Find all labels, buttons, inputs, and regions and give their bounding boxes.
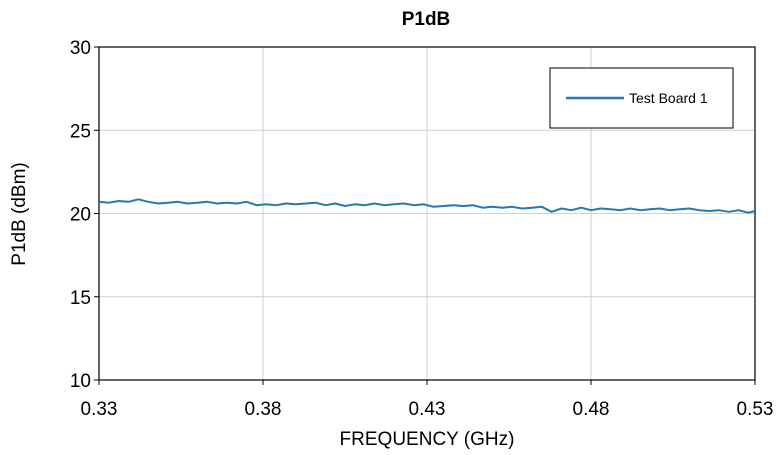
y-tick-label: 20 — [70, 205, 91, 226]
x-tick-label: 0.48 — [573, 399, 610, 420]
series-layer — [98, 198, 756, 214]
legend: Test Board 1 — [549, 67, 734, 129]
x-axis-label: FREQUENCY (GHz) — [340, 429, 515, 450]
y-axis-label: P1dB (dBm) — [9, 162, 30, 265]
x-tick-label: 0.38 — [245, 399, 282, 420]
y-tick-label: 15 — [70, 288, 91, 309]
y-tick-label: 30 — [70, 38, 91, 59]
x-axis-ticks: 0.33 0.38 0.43 0.48 0.53 — [81, 380, 774, 420]
x-tick-label: 0.33 — [81, 399, 118, 420]
y-tick-label: 25 — [70, 121, 91, 142]
series-line-test-board-1 — [98, 198, 756, 214]
x-tick-label: 0.43 — [409, 399, 446, 420]
x-tick-label: 0.53 — [737, 399, 774, 420]
y-tick-label: 10 — [70, 371, 91, 392]
y-axis-ticks: 10 15 20 25 30 — [70, 38, 99, 392]
legend-label: Test Board 1 — [629, 90, 708, 106]
chart-title: P1dB — [402, 9, 451, 30]
